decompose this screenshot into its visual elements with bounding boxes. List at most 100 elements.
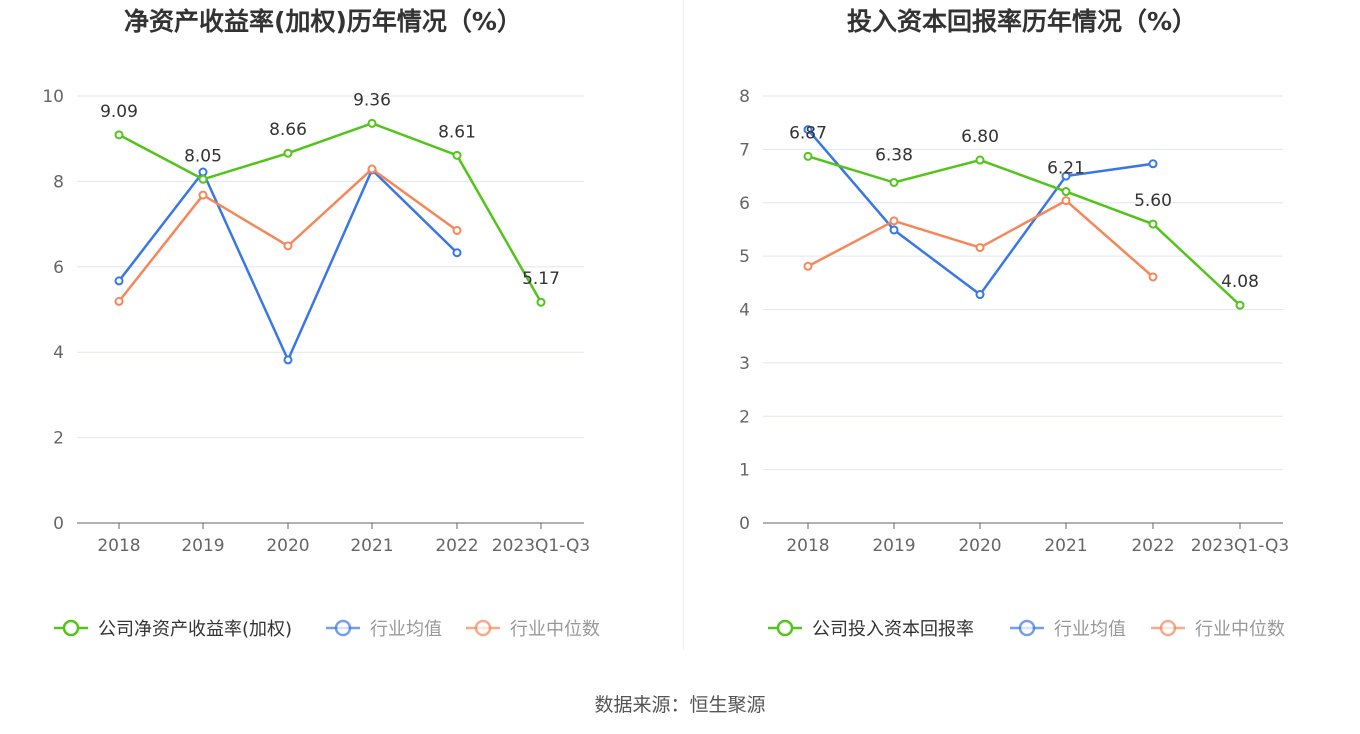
legend-marker <box>1159 619 1177 637</box>
data-label: 6.21 <box>1047 159 1085 179</box>
legend-label: 行业中位数 <box>1195 619 1285 640</box>
y-tick-label: 3 <box>739 354 750 374</box>
series-line <box>118 167 458 303</box>
data-point[interactable] <box>889 177 899 187</box>
series-line <box>118 122 543 303</box>
x-tick-label: 2023Q1-Q3 <box>1191 536 1289 556</box>
data-label: 5.17 <box>522 269 560 289</box>
series-line <box>807 199 1154 278</box>
data-point[interactable] <box>1061 171 1071 181</box>
data-point[interactable] <box>803 151 813 161</box>
data-point[interactable] <box>536 297 546 307</box>
legend-item[interactable]: 行业均值 <box>326 619 442 640</box>
x-tick-label: 2021 <box>350 536 393 556</box>
roic-chart-panel: 投入资本回报率历年情况（%） 0 1 2 3 4 5 6 7 8 2018 2019 2020 2021 2… <box>684 0 1360 650</box>
legend-item[interactable]: 行业均值 <box>1010 619 1126 640</box>
panel-divider <box>683 0 684 650</box>
y-tick-label: 2 <box>53 429 64 449</box>
legend-marker <box>776 619 794 637</box>
legend-item[interactable]: 行业中位数 <box>466 619 600 640</box>
roic-chart: 投入资本回报率历年情况（%） 0 1 2 3 4 5 6 7 8 2018 2019 2020 2021 2… <box>739 7 1289 640</box>
data-point[interactable] <box>114 276 124 286</box>
data-point[interactable] <box>803 261 813 271</box>
x-tick-label: 2023Q1-Q3 <box>492 536 590 556</box>
data-point[interactable] <box>803 125 813 135</box>
data-point[interactable] <box>975 290 985 300</box>
roe-chart-panel: 净资产收益率(加权)历年情况（%） 0 2 4 6 8 10 2018 2019 2020 2021… <box>0 0 683 650</box>
data-point[interactable] <box>198 174 208 184</box>
legend-marker <box>1018 619 1036 637</box>
x-tick-label: 2021 <box>1044 536 1087 556</box>
data-point[interactable] <box>114 130 124 140</box>
data-point[interactable] <box>975 155 985 165</box>
y-tick-label: 8 <box>739 87 750 107</box>
data-point[interactable] <box>1148 219 1158 229</box>
data-label: 9.36 <box>353 90 391 110</box>
y-tick-label: 6 <box>739 194 750 214</box>
x-tick-label: 2019 <box>181 536 224 556</box>
x-tick-label: 2019 <box>872 536 915 556</box>
legend-item[interactable]: 公司净资产收益率(加权) <box>54 619 292 640</box>
x-tick-label: 2018 <box>786 536 829 556</box>
legend-label: 行业中位数 <box>510 619 600 640</box>
data-label: 8.05 <box>184 146 222 166</box>
data-point[interactable] <box>452 150 462 160</box>
legend-label: 行业均值 <box>370 619 442 640</box>
data-point[interactable] <box>975 243 985 253</box>
data-label: 6.87 <box>789 123 827 143</box>
data-label: 8.61 <box>438 122 476 142</box>
data-label: 8.66 <box>269 120 307 140</box>
series-line <box>118 168 458 362</box>
y-tick-label: 7 <box>739 140 750 160</box>
y-tick-label: 4 <box>739 301 750 321</box>
series-line <box>807 155 1241 307</box>
data-point[interactable] <box>1235 300 1245 310</box>
legend-label: 公司净资产收益率(加权) <box>98 619 292 640</box>
data-label: 6.80 <box>961 127 999 147</box>
data-point[interactable] <box>1061 187 1071 197</box>
x-tick-label: 2020 <box>266 536 309 556</box>
data-point[interactable] <box>889 225 899 235</box>
data-point[interactable] <box>1148 272 1158 282</box>
data-label: 4.08 <box>1221 272 1259 292</box>
data-label: 9.09 <box>100 102 138 122</box>
data-point[interactable] <box>114 296 124 306</box>
data-label: 6.38 <box>875 145 913 165</box>
y-tick-label: 10 <box>42 87 64 107</box>
data-point[interactable] <box>283 355 293 365</box>
data-source-label: 数据来源：恒生聚源 <box>594 694 766 716</box>
y-tick-label: 4 <box>53 343 64 363</box>
roe-chart: 净资产收益率(加权)历年情况（%） 0 2 4 6 8 10 2018 2019 2020 2021… <box>42 7 600 640</box>
data-point[interactable] <box>452 226 462 236</box>
y-tick-label: 0 <box>53 514 64 534</box>
series-line <box>807 128 1154 296</box>
chart-title: 投入资本回报率历年情况（%） <box>847 7 1197 36</box>
legend-marker <box>62 619 80 637</box>
data-label: 5.60 <box>1134 191 1172 211</box>
chart-title: 净资产收益率(加权)历年情况（%） <box>124 7 522 36</box>
data-point[interactable] <box>452 248 462 258</box>
y-tick-label: 2 <box>739 407 750 427</box>
x-tick-label: 2020 <box>958 536 1001 556</box>
x-tick-label: 2022 <box>435 536 478 556</box>
y-tick-label: 1 <box>739 461 750 481</box>
legend-marker <box>474 619 492 637</box>
data-point[interactable] <box>1061 196 1071 206</box>
legend-label: 行业均值 <box>1054 619 1126 640</box>
data-point[interactable] <box>198 190 208 200</box>
y-tick-label: 6 <box>53 258 64 278</box>
data-point[interactable] <box>889 216 899 226</box>
y-tick-label: 0 <box>739 514 750 534</box>
legend-item[interactable]: 行业中位数 <box>1151 619 1285 640</box>
legend-marker <box>334 619 352 637</box>
data-point[interactable] <box>1148 159 1158 169</box>
x-tick-label: 2022 <box>1131 536 1174 556</box>
data-point[interactable] <box>283 241 293 251</box>
data-point[interactable] <box>367 118 377 128</box>
data-point[interactable] <box>367 164 377 174</box>
y-tick-label: 8 <box>53 172 64 192</box>
x-tick-label: 2018 <box>97 536 140 556</box>
legend-item[interactable]: 公司投入资本回报率 <box>768 619 974 640</box>
data-point[interactable] <box>283 148 293 158</box>
data-point[interactable] <box>198 167 208 177</box>
